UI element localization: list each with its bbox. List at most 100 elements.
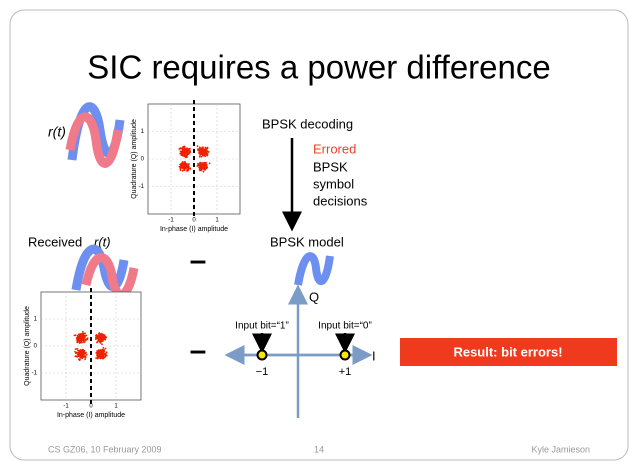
scatter-dot — [188, 151, 191, 154]
scatter-dot — [199, 163, 202, 166]
x-axis-label: In-phase (I) amplitude — [57, 412, 125, 419]
scatter-dot — [188, 147, 191, 150]
scatter-dot — [202, 167, 204, 170]
scatter-dot — [202, 164, 205, 167]
scatter-dot — [85, 353, 88, 356]
scatter-dot — [79, 352, 81, 355]
scatter-dot — [99, 333, 102, 335]
scatter-dot — [200, 169, 203, 172]
scatter-dot — [205, 147, 208, 150]
scatter-dot — [98, 337, 101, 339]
scatter-dot — [73, 334, 76, 337]
scatter-dot — [186, 169, 189, 172]
scatter-dot — [101, 336, 104, 338]
scatter-dot — [98, 338, 101, 341]
scatter-dot — [100, 337, 102, 339]
scatter-dot — [80, 341, 83, 344]
scatter-dot — [182, 153, 185, 156]
scatter-dot — [183, 146, 186, 149]
scatter-dot — [81, 352, 84, 355]
scatter-dot — [76, 334, 79, 337]
symbol-point — [256, 349, 268, 361]
scatter-dot — [206, 150, 209, 152]
y-tick-label: 1 — [141, 129, 145, 135]
scatter-dot — [100, 340, 103, 343]
scatter-dot — [203, 154, 205, 157]
point-label: −1 — [256, 366, 269, 378]
scatter-dot — [84, 338, 87, 341]
result-box — [400, 338, 617, 366]
slide-title: SIC requires a power difference — [87, 49, 550, 86]
scatter-dot — [198, 146, 201, 149]
y-axis-label: Quadrature (Q) amplitude — [131, 119, 138, 199]
scatter-dot — [197, 162, 199, 165]
scatter-dot — [207, 151, 210, 153]
scatter-dot — [101, 343, 103, 346]
scatter-dot — [183, 164, 186, 167]
scatter-dot — [189, 149, 191, 152]
scatter-dot — [203, 152, 206, 155]
i-label: I — [372, 348, 376, 363]
scatter-dot — [77, 349, 79, 352]
scatter-dot — [186, 148, 189, 151]
scatter-dot — [74, 355, 77, 358]
scatter-dot — [181, 161, 184, 163]
scatter-dot — [85, 334, 88, 337]
received-signal: r(t) — [94, 234, 111, 249]
scatter-dot — [79, 356, 82, 359]
wave-icon — [65, 102, 125, 168]
scatter-dot — [201, 149, 204, 152]
scatter-dot — [197, 148, 199, 150]
scatter-dot — [104, 347, 107, 350]
scatter-dot — [83, 341, 85, 344]
scatter-dot — [77, 354, 80, 357]
decision-line: symbol — [313, 176, 354, 191]
scatter-dot — [208, 162, 211, 165]
scatter-dot — [206, 153, 209, 155]
scatter-dot — [83, 351, 85, 354]
scatter-dot — [198, 166, 201, 169]
scatter-dot — [103, 350, 106, 353]
scatter-dot — [198, 155, 201, 158]
scatter-dot — [182, 167, 185, 170]
signal-label: r(t) — [48, 124, 66, 140]
scatter-dot — [102, 352, 105, 355]
scatter-dot — [206, 146, 209, 149]
scatter-dot — [97, 355, 100, 358]
result-text: Result: bit errors! — [453, 344, 562, 359]
x-tick-label: -1 — [168, 218, 174, 224]
scatter-dot — [180, 165, 183, 167]
scatter-dot — [205, 152, 208, 154]
scatter-dot — [94, 338, 97, 340]
scatter-dot — [184, 149, 187, 152]
decision-line: BPSK — [313, 159, 348, 174]
scatter-dot — [179, 150, 182, 153]
symbol-point — [339, 349, 351, 361]
scatter-dot — [200, 147, 203, 150]
scatter-dot — [104, 356, 106, 358]
scatter-dot — [85, 351, 87, 354]
scatter-dot — [202, 149, 205, 152]
scatter-dot — [199, 154, 201, 157]
scatter-dot — [80, 350, 83, 352]
x-axis-label: In-phase (I) amplitude — [160, 226, 228, 233]
x-tick-label: 0 — [89, 404, 93, 410]
scatter-dot — [205, 161, 207, 164]
scatter-dot — [84, 358, 87, 361]
scatter-dot — [179, 147, 182, 150]
scatter-dot — [188, 167, 191, 169]
scatter-dot — [181, 169, 184, 172]
scatter-dot — [199, 161, 202, 164]
scatter-dot — [96, 334, 99, 337]
minus-sign: – — [190, 334, 207, 367]
scatter-dot — [105, 351, 108, 354]
scatter-dot — [81, 335, 84, 338]
y-tick-label: -1 — [32, 371, 38, 377]
scatter-dot — [98, 349, 101, 352]
bit1-label: Input bit=“1” — [235, 321, 289, 332]
scatter-dot — [186, 150, 189, 153]
scatter-cloud — [73, 330, 108, 362]
scatter-dot — [196, 145, 199, 148]
scatter-dot — [201, 163, 204, 166]
scatter-dot — [76, 352, 79, 355]
